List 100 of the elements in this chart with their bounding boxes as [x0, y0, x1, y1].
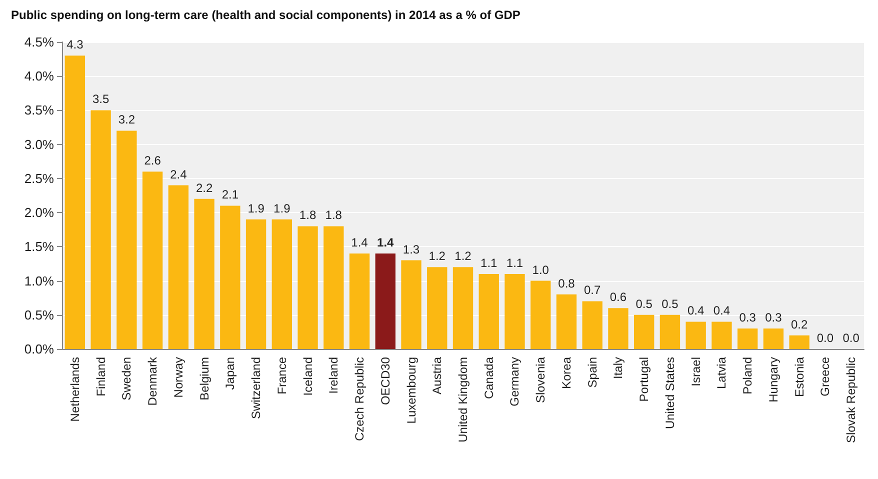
y-tick-label: 3.5% — [24, 102, 54, 118]
x-tick-label: Latvia — [714, 356, 729, 390]
x-tick-label: Korea — [559, 356, 574, 390]
data-label: 0.5 — [636, 296, 653, 311]
y-tick-label: 3.0% — [24, 136, 54, 152]
data-label: 0.7 — [584, 283, 602, 298]
data-label: 0.2 — [790, 317, 808, 332]
x-tick-label: Canada — [482, 356, 496, 400]
x-tick-label: Belgium — [197, 357, 212, 400]
x-tick-label: Portugal — [637, 357, 652, 402]
bar — [220, 206, 240, 349]
bar — [737, 328, 758, 349]
data-label: 0.0 — [842, 331, 860, 345]
data-label: 0.3 — [765, 310, 782, 325]
bar — [660, 314, 680, 349]
bar — [298, 226, 318, 349]
x-tick-label: Estonia — [792, 356, 806, 398]
chart-title: Public spending on long-term care (health and social components) in 2014 as a % of GDP — [11, 8, 520, 22]
bar — [246, 219, 266, 349]
x-tick-label: Hungary — [766, 357, 780, 402]
x-tick-label: OECD30 — [378, 356, 392, 406]
bar — [686, 322, 706, 349]
bar — [763, 328, 784, 349]
x-tick-label: Iceland — [300, 357, 315, 396]
x-tick-label: France — [274, 356, 289, 394]
x-tick-label: Germany — [508, 357, 522, 406]
data-label: 1.8 — [299, 208, 316, 222]
bar — [478, 274, 499, 349]
x-tick-label: Japan — [223, 357, 238, 390]
bar — [324, 226, 344, 349]
data-label: 3.5 — [92, 92, 110, 106]
x-tick-label: Poland — [740, 357, 755, 394]
x-tick-label: Norway — [171, 357, 186, 398]
bar — [272, 219, 292, 349]
bar — [142, 172, 163, 349]
x-tick-label: Austria — [430, 356, 444, 394]
data-label: 1.1 — [480, 256, 498, 270]
x-tick-label: Luxembourg — [404, 357, 418, 424]
data-label: 2.2 — [196, 180, 213, 195]
bar — [64, 56, 86, 349]
bar — [712, 322, 732, 349]
x-tick-label: Italy — [611, 357, 626, 380]
data-label: 0.6 — [610, 290, 627, 304]
bar — [168, 185, 189, 349]
y-tick-label: 4.0% — [24, 68, 54, 84]
y-tick-label: 0.0% — [24, 342, 54, 356]
data-label: 2.1 — [222, 188, 239, 202]
y-tick-label: 1.0% — [24, 273, 54, 288]
x-tick-label: Sweden — [120, 357, 134, 400]
x-tick-label: Ireland — [326, 357, 341, 394]
data-label: 1.3 — [402, 242, 420, 256]
bar — [349, 253, 370, 349]
x-tick-label: Slovenia — [534, 356, 548, 404]
x-tick-label: Slovak Republic — [844, 357, 858, 444]
data-label: 1.2 — [454, 249, 472, 264]
data-label: 4.3 — [66, 38, 84, 52]
data-label: 0.5 — [662, 296, 679, 311]
data-label: 1.8 — [325, 208, 342, 222]
data-label: 1.2 — [428, 249, 446, 264]
x-tick-label: Switzerland — [249, 357, 264, 420]
bar — [504, 274, 525, 349]
y-tick-label: 2.5% — [24, 170, 54, 186]
x-tick-label: Netherlands — [68, 357, 82, 422]
bar — [608, 308, 628, 349]
y-tick-label: 1.5% — [24, 239, 54, 254]
bar — [634, 314, 654, 349]
x-tick-label: United Kingdom — [456, 357, 470, 442]
data-label: 1.9 — [274, 201, 291, 216]
data-label: 1.4 — [351, 235, 368, 250]
data-label: 3.2 — [118, 112, 136, 127]
data-label: 0.3 — [739, 310, 756, 325]
data-label: 1.1 — [506, 256, 524, 270]
bar — [194, 198, 214, 349]
bar — [90, 110, 111, 349]
data-label: 0.8 — [558, 276, 576, 290]
data-label: 2.4 — [170, 167, 188, 182]
x-tick-label: Israel — [688, 357, 703, 386]
data-label: 1.0 — [532, 262, 550, 277]
y-tick-label: 0.5% — [24, 307, 54, 322]
y-tick-label: 2.0% — [24, 205, 54, 220]
data-label: 0.0 — [816, 331, 834, 345]
data-label: 0.4 — [687, 304, 705, 318]
data-label: 1.9 — [248, 201, 265, 216]
data-label: 1.4 — [377, 235, 394, 250]
x-tick-label: Czech Republic — [352, 357, 367, 442]
bar — [375, 253, 396, 349]
bar — [556, 294, 577, 349]
bar — [401, 260, 422, 349]
y-tick-label: 4.5% — [24, 34, 54, 50]
x-tick-label: Spain — [585, 357, 600, 388]
x-tick-label: Finland — [94, 357, 108, 396]
bar — [427, 267, 448, 349]
bar — [530, 280, 551, 349]
bar — [452, 267, 474, 349]
bar — [789, 335, 810, 349]
x-tick-label: Denmark — [146, 356, 160, 406]
bar — [116, 130, 137, 349]
bar — [582, 301, 602, 349]
data-label: 2.6 — [144, 154, 162, 168]
x-tick-label: United States — [662, 357, 677, 430]
